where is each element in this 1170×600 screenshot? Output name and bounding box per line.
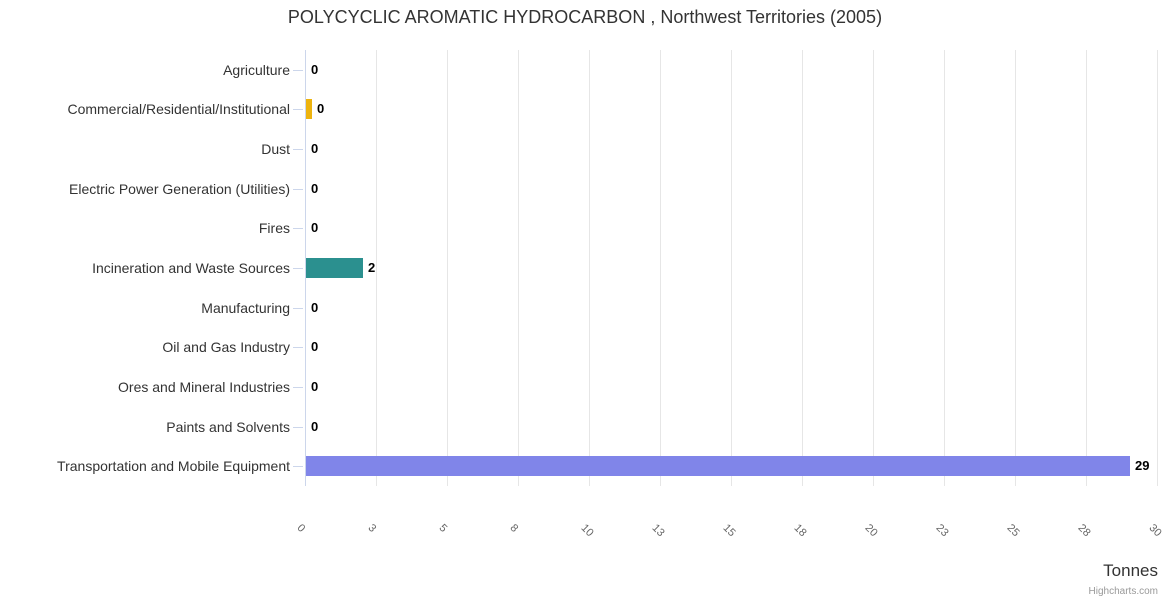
x-axis-tick-label: 30	[1146, 522, 1164, 540]
category-label: Fires	[258, 220, 290, 237]
x-axis-tick-label: 5	[436, 522, 450, 535]
category-tick-mark	[293, 70, 303, 71]
value-label: 2	[368, 260, 376, 275]
category-tick-mark	[293, 149, 303, 150]
gridline	[447, 50, 448, 486]
gridline	[802, 50, 803, 486]
category-axis-line	[305, 50, 306, 486]
x-axis-tick-label: 3	[365, 522, 379, 535]
category-label: Dust	[261, 141, 290, 158]
gridline	[873, 50, 874, 486]
bar[interactable]	[306, 456, 1130, 476]
x-axis-tick-label: 13	[649, 522, 667, 540]
x-axis-tick-label: 20	[862, 522, 880, 540]
value-label: 0	[311, 181, 319, 196]
x-axis-tick-label: 15	[720, 522, 738, 540]
x-axis-tick-label: 28	[1075, 522, 1093, 540]
gridline	[1157, 50, 1158, 486]
x-axis-tick-label: 8	[507, 522, 521, 535]
value-label: 0	[311, 419, 319, 434]
gridline	[376, 50, 377, 486]
category-label: Paints and Solvents	[166, 418, 290, 435]
category-tick-mark	[293, 347, 303, 348]
gridline	[944, 50, 945, 486]
category-label: Incineration and Waste Sources	[92, 260, 290, 276]
x-axis-title: Tonnes	[1103, 561, 1158, 580]
value-label: 0	[311, 379, 319, 394]
gridline	[731, 50, 732, 486]
value-label: 0	[311, 220, 319, 235]
highcharts-credit-link[interactable]: Highcharts.com	[1088, 586, 1158, 597]
category-tick-mark	[293, 109, 303, 110]
category-tick-mark	[293, 189, 303, 190]
value-label: 0	[311, 141, 319, 156]
x-axis-tick-label: 10	[578, 522, 596, 540]
gridline	[1086, 50, 1087, 486]
category-label: Transportation and Mobile Equipment	[57, 458, 290, 475]
category-label: Ores and Mineral Industries	[118, 378, 290, 395]
value-label: 0	[311, 62, 319, 77]
category-tick-mark	[293, 387, 303, 388]
chart-title: POLYCYCLIC AROMATIC HYDROCARBON , Northw…	[287, 7, 883, 27]
x-axis-tick-label: 23	[933, 522, 951, 540]
bar[interactable]	[306, 99, 312, 119]
gridline	[1015, 50, 1016, 486]
x-axis-tick-label: 25	[1004, 522, 1022, 540]
category-label: Oil and Gas Industry	[162, 339, 290, 356]
category-label: Manufacturing	[201, 299, 290, 316]
x-axis-tick-label: 0	[294, 522, 308, 535]
plot-area	[305, 50, 1158, 486]
value-label: 0	[311, 300, 319, 315]
gridline	[518, 50, 519, 486]
category-label: Electric Power Generation (Utilities)	[69, 180, 290, 197]
category-label: Commercial/Residential/Institutional	[67, 101, 290, 118]
value-label: 0	[311, 339, 319, 354]
category-tick-mark	[293, 466, 303, 467]
category-tick-mark	[293, 308, 303, 309]
bar[interactable]	[306, 258, 363, 278]
x-axis-tick-label: 18	[791, 522, 809, 540]
value-label: 29	[1135, 458, 1150, 473]
gridline	[589, 50, 590, 486]
category-label: Agriculture	[223, 61, 290, 78]
category-tick-mark	[293, 268, 303, 269]
category-tick-mark	[293, 228, 303, 229]
gridline	[660, 50, 661, 486]
category-tick-mark	[293, 427, 303, 428]
value-label: 0	[317, 101, 325, 116]
